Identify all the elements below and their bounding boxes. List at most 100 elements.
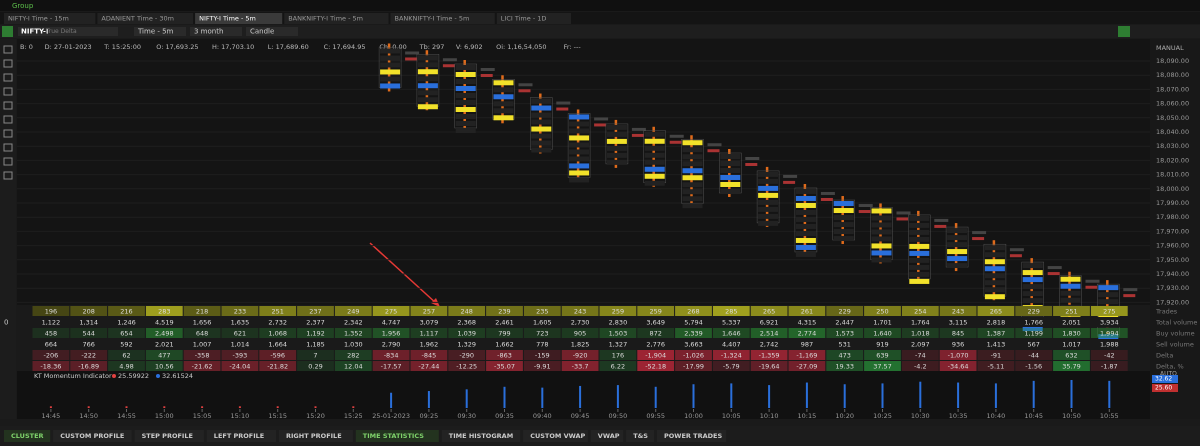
dropdown[interactable] [190, 27, 242, 36]
tab[interactable] [496, 13, 571, 24]
stats-cell [637, 350, 675, 360]
bottom-tab[interactable] [626, 430, 654, 442]
stats-value: 1,640 [873, 330, 892, 338]
tab[interactable] [195, 13, 283, 24]
symbol-box[interactable] [18, 27, 118, 36]
tool-icon[interactable] [3, 101, 13, 110]
bottom-tab[interactable] [590, 430, 624, 442]
tool-icon[interactable] [3, 59, 13, 68]
stats-value: -206 [44, 352, 59, 360]
bottom-tab[interactable] [657, 430, 727, 442]
dropdown[interactable] [246, 27, 298, 36]
cluster-cell [531, 133, 552, 139]
stats-cell [901, 317, 939, 327]
stats-value: 1,039 [457, 330, 476, 338]
cluster-cell [909, 264, 930, 270]
stats-cell [750, 361, 788, 371]
bottom-tab[interactable] [206, 430, 276, 442]
stats-cell [712, 317, 750, 327]
cluster-cell [1022, 284, 1043, 290]
stats-cell [523, 306, 561, 316]
cluster-cell [682, 203, 703, 209]
indicator-bar [994, 383, 997, 408]
tool-icon[interactable] [3, 87, 13, 96]
tool-icon[interactable] [3, 171, 13, 180]
stats-cell [259, 350, 297, 360]
stats-value: -290 [459, 352, 474, 360]
stats-cell [901, 361, 939, 371]
stats-value: 1,327 [609, 341, 628, 349]
stats-value: -1,169 [796, 352, 817, 360]
tab[interactable] [284, 13, 389, 24]
dropdown[interactable] [134, 27, 186, 36]
symbol: NIFTY-I [21, 28, 49, 36]
stats-value: -1.87 [1101, 363, 1118, 371]
tool-icon[interactable] [3, 73, 13, 82]
indicator-bar [881, 383, 884, 408]
stats-cell [334, 339, 372, 349]
time-label: 10:50 [1062, 412, 1081, 420]
tool-icon[interactable] [3, 143, 13, 152]
cluster-cell [984, 273, 1005, 279]
time-label: 14:50 [79, 412, 98, 420]
stats-value: -393 [233, 352, 248, 360]
stats-cell [1015, 339, 1053, 349]
info-item: Oi: 1,16,54,050 [496, 43, 546, 51]
cluster-info [745, 162, 758, 166]
cluster-cell [455, 114, 476, 120]
time-label: 10:55 [1100, 412, 1119, 420]
stats-value: 196 [45, 308, 57, 316]
bottom-tab[interactable] [523, 430, 588, 442]
tab[interactable] [390, 13, 495, 24]
cluster-cell [493, 101, 514, 107]
stats-cell [675, 328, 712, 338]
cluster-cell [644, 180, 665, 186]
stats-value: 621 [234, 330, 246, 338]
cluster-cell [871, 250, 892, 256]
bottom-tab[interactable] [441, 430, 521, 442]
cluster-cell [871, 257, 892, 263]
bottom-tab[interactable] [134, 430, 204, 442]
cluster-cell [833, 236, 854, 242]
stats-cell [939, 339, 977, 349]
stats-cell [977, 361, 1015, 371]
bottom-tab[interactable] [279, 430, 353, 442]
stats-value: -16.89 [78, 363, 99, 371]
bottom-tab[interactable] [53, 430, 132, 442]
stats-cell [297, 317, 334, 327]
info-item: T: 15:25:00 [103, 43, 141, 51]
stats-value: 987 [801, 341, 813, 349]
cluster-cell [1022, 270, 1043, 276]
tool-icon[interactable] [3, 129, 13, 138]
bottom-tab[interactable] [355, 430, 439, 442]
tool-icon[interactable] [3, 45, 13, 54]
stats-cell [977, 339, 1015, 349]
indicator-bar [201, 406, 204, 408]
tab[interactable] [97, 13, 194, 24]
tool-icon[interactable] [3, 115, 13, 124]
tool-icon[interactable] [3, 157, 13, 166]
price-mode: MANUAL [1156, 44, 1184, 52]
stats-value: -42 [1104, 352, 1115, 360]
price-label: 17,930.00 [1156, 284, 1189, 292]
stats-cell [523, 328, 561, 338]
tab[interactable] [4, 13, 96, 24]
cluster-cell [531, 98, 552, 104]
bottom-tab[interactable] [4, 430, 51, 442]
stats-value: -1,070 [948, 352, 969, 360]
toolbar-btn[interactable] [1118, 26, 1130, 37]
stats-cell [712, 328, 750, 338]
stats-value: 1,573 [835, 330, 854, 338]
stats-value: 19.33 [835, 363, 854, 371]
stats-cell [410, 339, 448, 349]
stats-cell [410, 306, 448, 316]
stats-value: 799 [498, 330, 510, 338]
cluster-cell [795, 202, 816, 208]
indicator-bar [427, 391, 430, 408]
stats-cell [864, 328, 901, 338]
stats-value: 249 [347, 308, 359, 316]
stats-cell [864, 350, 901, 360]
stats-cell [70, 361, 108, 371]
dropdown-label: Time - 5m [137, 28, 174, 36]
stats-cell [1090, 306, 1128, 316]
